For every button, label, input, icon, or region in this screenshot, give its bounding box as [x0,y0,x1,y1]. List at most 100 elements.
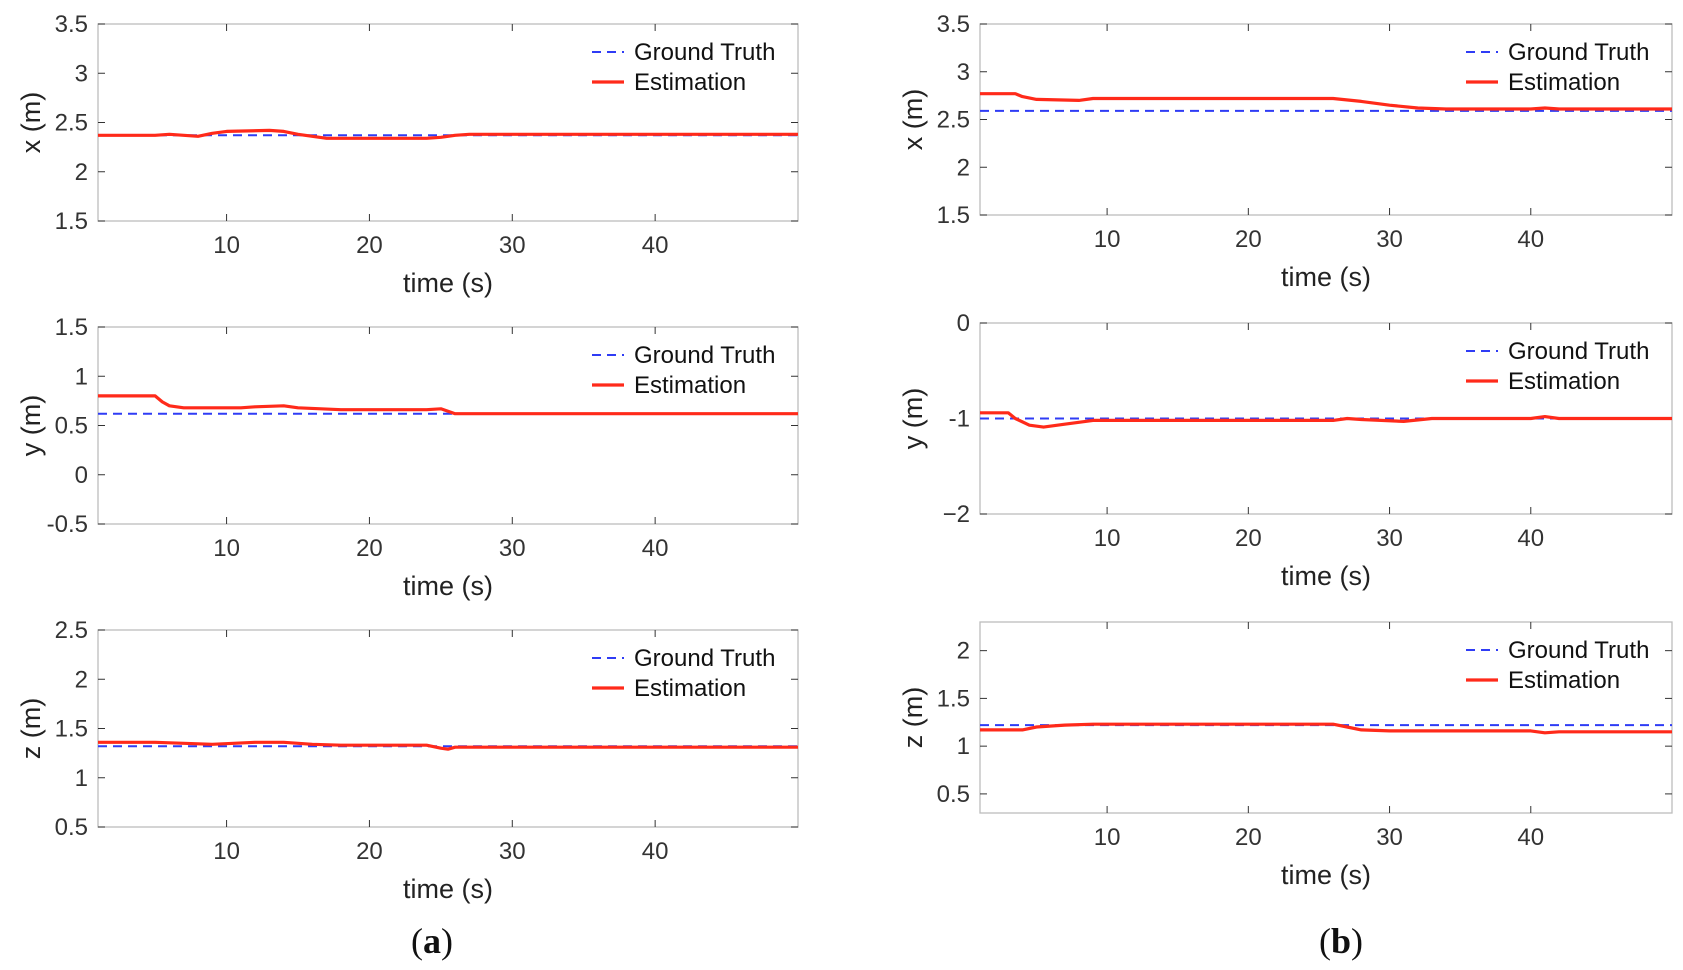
y-axis-label: y (m) [16,395,46,456]
legend-label-estimation: Estimation [1508,667,1620,694]
x-tick-label: 10 [1094,226,1121,253]
y-tick-label: 1.5 [55,314,88,341]
x-tick-label: 10 [1094,824,1121,851]
y-tick-label: 0.5 [55,814,88,841]
y-tick-label: 2 [75,159,88,186]
x-tick-label: 20 [1235,525,1262,552]
y-axis-label: x (m) [16,92,46,153]
estimation-line [980,92,1672,111]
x-tick-label: 20 [356,838,383,865]
y-tick-label: 3 [75,60,88,87]
panel-label-b-letter: b [1331,921,1352,961]
y-tick-label: 0.5 [937,781,970,808]
x-tick-label: 20 [1235,226,1262,253]
legend-label-ground-truth: Ground Truth [634,39,775,66]
panel-label-b-open: ( [1319,921,1331,961]
legend-label-ground-truth: Ground Truth [634,342,775,369]
x-tick-label: 40 [642,232,669,259]
legend-label-estimation: Estimation [634,372,746,399]
y-tick-label: 0.5 [55,413,88,440]
plot-b-x: 10 20 30 40 1.5 2 2.5 3 3.5 time (s) x (m) Ground T… [898,11,1673,292]
panel-label-b-close: ) [1351,921,1364,961]
estimation-line [980,722,1672,735]
y-axis-label: y (m) [898,388,928,449]
y-tick-label: −2 [943,501,970,528]
x-axis-label: time (s) [403,874,493,904]
y-tick-label: 3.5 [55,11,88,38]
plot-frame [97,629,799,828]
y-tick-label: 2.5 [55,617,88,644]
estimation-line [98,394,798,416]
x-tick-label: 40 [1517,226,1544,253]
y-axis-label: z (m) [898,687,928,748]
x-tick-label: 20 [356,535,383,562]
panel-label-a-close: ) [441,921,453,961]
x-axis-label: time (s) [1281,561,1371,591]
estimation-line [98,128,798,140]
y-axis-label: x (m) [898,89,928,150]
y-tick-label: 1.5 [55,716,88,743]
y-tick-label: 1 [75,363,88,390]
y-axis-label: z (m) [16,698,46,759]
plot-a-x: 10 20 30 40 1.5 2 2.5 3 3.5 time (s) x (m) Ground T… [16,11,799,298]
y-tick-label: 2.5 [55,110,88,137]
y-tick-label: 2 [957,154,970,181]
panel-label-a: (a) [411,920,453,962]
legend-label-estimation: Estimation [634,675,746,702]
legend-label-ground-truth: Ground Truth [1508,637,1649,664]
x-tick-label: 40 [642,838,669,865]
x-tick-label: 10 [213,232,240,259]
plot-b-z: 10 20 30 40 0.5 1 1.5 2 time (s) z (m) Ground Trut… [898,621,1673,890]
legend-label-ground-truth: Ground Truth [1508,338,1649,365]
panel-label-a-letter: a [423,921,441,961]
estimation-line [98,740,798,751]
x-tick-label: 30 [499,838,526,865]
x-tick-label: 20 [356,232,383,259]
estimation-line [980,411,1672,429]
y-tick-label: 1 [75,765,88,792]
y-tick-label: 0 [957,310,970,337]
y-tick-label: 1.5 [55,208,88,235]
plot-a-z: 10 20 30 40 0.5 1 1.5 2 2.5 time (s) z (m) Ground T… [16,617,799,904]
x-tick-label: 40 [1517,525,1544,552]
y-tick-label: 3.5 [937,11,970,38]
legend-label-estimation: Estimation [1508,368,1620,395]
x-tick-label: 20 [1235,824,1262,851]
plot-a-y: 10 20 30 40 -0.5 0 0.5 1 1.5 time (s) y (m) Ground … [16,314,799,601]
x-tick-label: 30 [499,535,526,562]
plot-frame [979,621,1673,814]
panel-label-a-open: ( [411,921,423,961]
x-tick-label: 10 [213,535,240,562]
x-axis-label: time (s) [1281,860,1371,890]
panel-label-b: (b) [1319,920,1363,962]
x-tick-label: 30 [1376,226,1403,253]
x-tick-label: 40 [1517,824,1544,851]
x-axis-label: time (s) [1281,262,1371,292]
y-tick-label: -0.5 [47,511,88,538]
y-tick-label: 2 [75,666,88,693]
y-tick-label: 3 [957,59,970,86]
x-tick-label: 30 [1376,525,1403,552]
x-tick-label: 10 [213,838,240,865]
x-tick-label: 30 [499,232,526,259]
y-tick-label: 0 [75,462,88,489]
legend-label-estimation: Estimation [1508,69,1620,96]
legend-label-ground-truth: Ground Truth [634,645,775,672]
y-tick-label: -1 [949,406,970,433]
legend-label-ground-truth: Ground Truth [1508,39,1649,66]
y-tick-label: 1.5 [937,202,970,229]
plot-frame [979,23,1673,216]
x-tick-label: 40 [642,535,669,562]
y-tick-label: 1 [957,733,970,760]
plot-b-y: 10 20 30 40 −2 -1 0 time (s) y (m) Ground Truth Es… [898,310,1673,591]
y-tick-label: 2 [957,638,970,665]
legend-label-estimation: Estimation [634,69,746,96]
plot-frame [97,23,799,222]
x-tick-label: 10 [1094,525,1121,552]
x-axis-label: time (s) [403,268,493,298]
y-tick-label: 1.5 [937,685,970,712]
y-tick-label: 2.5 [937,107,970,134]
x-tick-label: 30 [1376,824,1403,851]
x-axis-label: time (s) [403,571,493,601]
